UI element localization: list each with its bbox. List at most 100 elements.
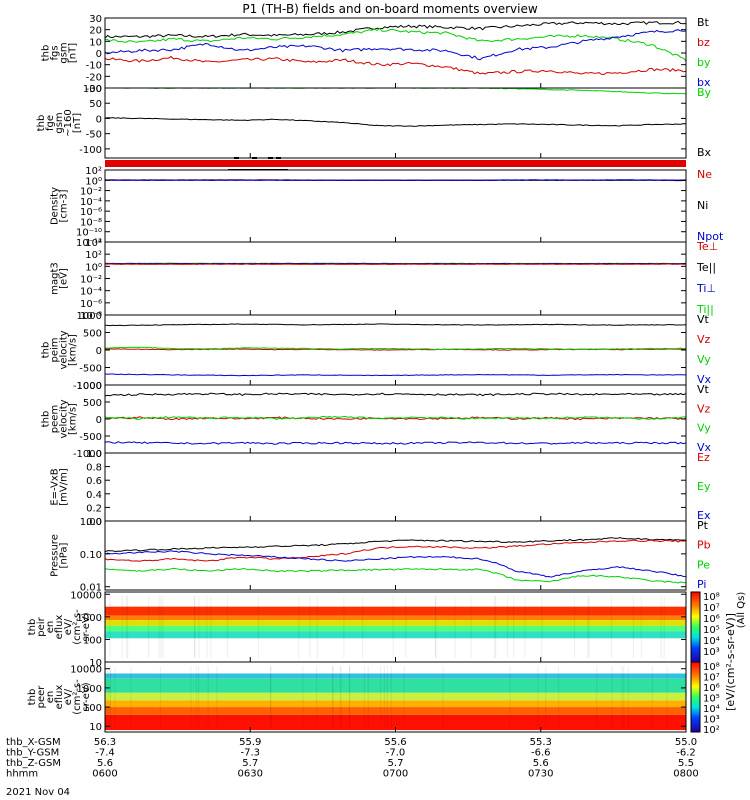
colorbar-sublabel: (All Qs) <box>736 592 747 629</box>
time-axis-value: -7.3 <box>240 748 260 759</box>
status-bar-marker <box>228 169 288 171</box>
time-axis-value: -7.4 <box>95 748 115 759</box>
heatmap-stripe <box>148 596 150 658</box>
heatmap-stripe <box>226 596 229 658</box>
heatmap-stripe <box>206 596 208 658</box>
heatmap-band <box>105 606 686 616</box>
time-axis-value: 0730 <box>528 769 553 780</box>
heatmap-stripe <box>340 666 342 728</box>
y-axis-label: [km/s] <box>68 334 79 366</box>
y-tick-label: -500 <box>79 364 102 375</box>
colorbar-tick-label: 10⁶ <box>703 683 720 694</box>
heatmap-stripe <box>663 596 665 658</box>
y-tick-label: 10⁰ <box>85 176 102 187</box>
heatmap-stripe <box>125 596 128 658</box>
colorbar-tick-label: 10⁷ <box>703 673 720 684</box>
heatmap-stripe <box>434 596 437 658</box>
heatmap-stripe <box>194 596 196 658</box>
heatmap-stripe <box>537 666 539 728</box>
heatmap-stripe <box>158 596 160 658</box>
heatmap-stripe <box>363 666 366 728</box>
legend-entry-vz: Vz <box>697 333 711 346</box>
y-axis-label: en <box>45 691 56 704</box>
time-axis-value: 5.5 <box>678 758 694 769</box>
series-line-bx <box>104 29 687 61</box>
y-tick-label: 1.0 <box>86 449 102 460</box>
legend-entry-bx: bx <box>697 76 711 89</box>
y-axis-label: [nPa] <box>59 542 70 568</box>
heatmap-band <box>105 631 686 639</box>
y-tick-label: 0.6 <box>86 476 102 487</box>
series-line-vx <box>104 441 687 445</box>
heatmap-stripe <box>109 596 111 658</box>
time-axis-value: 56.3 <box>94 737 116 748</box>
heatmap-stripe <box>210 596 212 658</box>
time-axis-value: 0630 <box>238 769 263 780</box>
heatmap-stripe <box>107 666 109 728</box>
date-label: 2021 Nov 04 <box>6 787 70 798</box>
heatmap-stripe <box>109 666 112 728</box>
legend-entry-ni: Ni <box>697 199 708 212</box>
colorbar-tick-label: 10³ <box>703 647 720 658</box>
series-line-by <box>105 87 687 95</box>
y-axis-label: fge <box>45 115 56 131</box>
legend-entry-pb: Pb <box>697 539 711 552</box>
heatmap-band <box>105 678 686 693</box>
y-axis-label: thb <box>41 411 52 428</box>
y-tick-label: 10⁻² <box>80 275 102 286</box>
heatmap-stripe <box>386 666 388 728</box>
heatmap-stripe <box>315 666 318 728</box>
heatmap-stripe <box>383 666 386 728</box>
heatmap-stripe <box>495 596 497 658</box>
y-tick-label: 10⁻⁴ <box>80 287 102 298</box>
status-bar-dot <box>252 157 257 159</box>
series-line-npot <box>105 179 687 181</box>
y-tick-label: 10 <box>89 37 102 48</box>
y-tick-label: 10² <box>85 250 102 261</box>
y-axis-label: [nT] <box>72 113 83 133</box>
heatmap-stripe <box>621 666 623 728</box>
y-axis-label: (cm²-s- <box>72 609 83 645</box>
legend-entry-ti: Ti⊥ <box>696 282 716 295</box>
y-tick-label: 30 <box>89 14 102 25</box>
heatmap-stripe <box>470 596 472 658</box>
heatmap-stripe <box>121 596 123 658</box>
y-tick-label: 10⁰ <box>85 262 102 273</box>
y-tick-label: 500 <box>83 398 102 409</box>
heatmap-stripe <box>367 666 369 728</box>
y-tick-label: 50 <box>89 99 102 110</box>
heatmap-stripe <box>660 596 662 658</box>
colorbar-label: [eV/(cm²-s-sr-eV)] <box>724 613 737 711</box>
heatmap-stripe <box>343 596 345 658</box>
y-tick-label: 10⁴ <box>85 238 102 249</box>
y-tick-label: 10⁻¹² <box>76 238 102 249</box>
y-tick-label: 0 <box>96 114 102 125</box>
panel-frame <box>104 452 687 522</box>
y-tick-label: 0 <box>96 346 102 357</box>
heatmap-stripe <box>270 666 272 728</box>
heatmap-stripe <box>588 596 590 658</box>
time-axis-value: -7.0 <box>386 748 406 759</box>
legend-entry-te: Te⊥ <box>696 240 718 253</box>
figure-title: P1 (TH-B) fields and on-board moments ov… <box>242 2 538 16</box>
colorbar-tick-label: 10⁵ <box>703 694 720 705</box>
y-tick-label: 1000 <box>77 381 102 392</box>
heatmap-stripe <box>435 596 437 658</box>
y-axis-label: E=-VxB <box>50 468 61 505</box>
y-tick-label: -1000 <box>73 381 102 392</box>
y-axis-label: peim <box>50 337 61 362</box>
heatmap-stripe <box>494 596 496 658</box>
y-axis-label: eV/ <box>63 688 74 705</box>
y-tick-label: 10000 <box>70 665 102 676</box>
colorbar-tick-label: 10⁴ <box>703 636 720 647</box>
legend-entry-ex: Ex <box>697 509 711 522</box>
time-axis-value: 5.7 <box>242 758 258 769</box>
heatmap-stripe <box>666 666 668 728</box>
legend-entry-bz: bz <box>697 36 710 49</box>
legend-entry-pi: Pi <box>697 578 706 591</box>
panel-peir-eflux: 10000 1000 100 10 thbpeirenefluxeV/(cm²-s-sr… <box>27 590 687 669</box>
